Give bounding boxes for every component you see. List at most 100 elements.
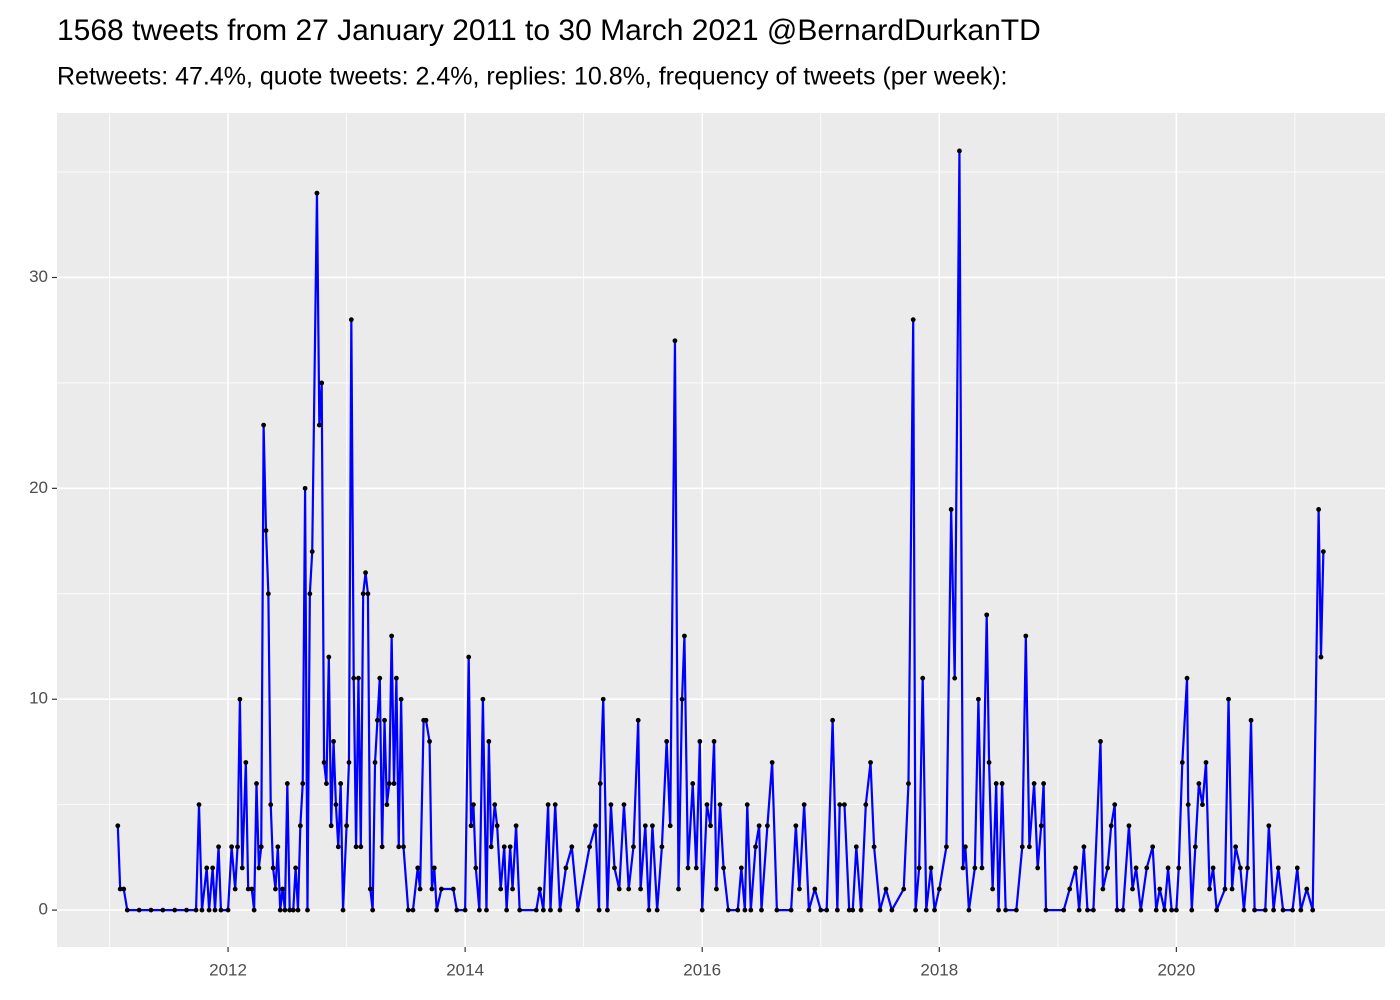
point xyxy=(237,696,243,702)
point xyxy=(375,717,380,723)
point xyxy=(928,865,934,871)
point xyxy=(1076,907,1082,913)
point xyxy=(121,886,127,892)
point xyxy=(1043,907,1049,913)
point xyxy=(966,907,972,913)
point xyxy=(199,907,205,913)
point xyxy=(952,675,958,681)
point xyxy=(1316,507,1322,512)
point xyxy=(331,738,336,744)
point xyxy=(494,823,500,829)
point xyxy=(367,886,373,892)
point xyxy=(748,907,754,913)
point xyxy=(384,802,390,808)
point xyxy=(1310,907,1316,913)
point xyxy=(462,907,468,913)
point xyxy=(1031,781,1037,786)
point xyxy=(210,865,216,871)
point xyxy=(434,907,440,913)
point xyxy=(429,886,435,892)
point xyxy=(944,844,949,850)
point xyxy=(1108,823,1114,829)
point xyxy=(314,190,320,196)
x-tick-label: 2020 xyxy=(1157,960,1195,979)
point xyxy=(243,760,249,765)
point xyxy=(1318,654,1324,660)
point xyxy=(1100,886,1106,892)
point xyxy=(335,844,341,850)
point xyxy=(450,886,456,892)
point xyxy=(275,844,281,850)
point xyxy=(1090,907,1096,913)
point xyxy=(282,907,288,913)
y-tick-label: 0 xyxy=(39,900,48,919)
point xyxy=(423,717,429,723)
point xyxy=(290,907,296,913)
point xyxy=(265,591,271,597)
point xyxy=(338,781,344,786)
point xyxy=(871,844,877,850)
point xyxy=(382,717,387,723)
point xyxy=(216,844,221,850)
point xyxy=(360,591,366,597)
point xyxy=(552,802,558,808)
point xyxy=(218,907,224,913)
point xyxy=(1013,907,1019,913)
point xyxy=(504,907,510,913)
point xyxy=(1026,844,1032,850)
point xyxy=(1126,823,1132,829)
point xyxy=(642,823,648,829)
point xyxy=(916,865,922,871)
point xyxy=(401,844,406,850)
point xyxy=(659,844,665,850)
point xyxy=(638,886,643,892)
point xyxy=(254,781,259,786)
point xyxy=(863,802,869,808)
point xyxy=(386,781,392,786)
point xyxy=(738,865,744,871)
point xyxy=(877,907,883,913)
point xyxy=(842,802,847,808)
point xyxy=(957,148,962,154)
point xyxy=(616,886,622,892)
point xyxy=(883,886,889,892)
point xyxy=(1105,865,1111,871)
point xyxy=(697,738,703,744)
point xyxy=(1280,907,1286,913)
point xyxy=(742,907,748,913)
point xyxy=(513,823,519,829)
point xyxy=(184,907,189,913)
point xyxy=(1304,886,1310,892)
point xyxy=(910,317,916,323)
point xyxy=(377,675,383,681)
point xyxy=(913,907,918,913)
point xyxy=(545,802,551,808)
point xyxy=(593,823,598,829)
point xyxy=(117,886,123,892)
point xyxy=(801,802,807,808)
point xyxy=(372,760,378,765)
point xyxy=(537,886,543,892)
point xyxy=(427,738,432,744)
x-tick-label: 2018 xyxy=(920,960,958,979)
point xyxy=(492,802,498,808)
chart-title: 1568 tweets from 27 January 2011 to 30 M… xyxy=(57,14,1041,47)
point xyxy=(960,865,966,871)
point xyxy=(575,907,581,913)
point xyxy=(1298,907,1304,913)
point xyxy=(148,907,154,913)
point xyxy=(287,907,293,913)
point xyxy=(251,907,257,913)
point xyxy=(990,886,996,892)
point xyxy=(735,907,741,913)
point xyxy=(507,844,513,850)
point xyxy=(596,907,602,913)
point xyxy=(1262,907,1268,913)
point xyxy=(972,865,978,871)
point xyxy=(793,823,799,829)
point xyxy=(510,886,515,892)
point xyxy=(273,886,278,892)
point xyxy=(993,781,999,786)
point xyxy=(846,907,852,913)
point xyxy=(1226,696,1231,702)
